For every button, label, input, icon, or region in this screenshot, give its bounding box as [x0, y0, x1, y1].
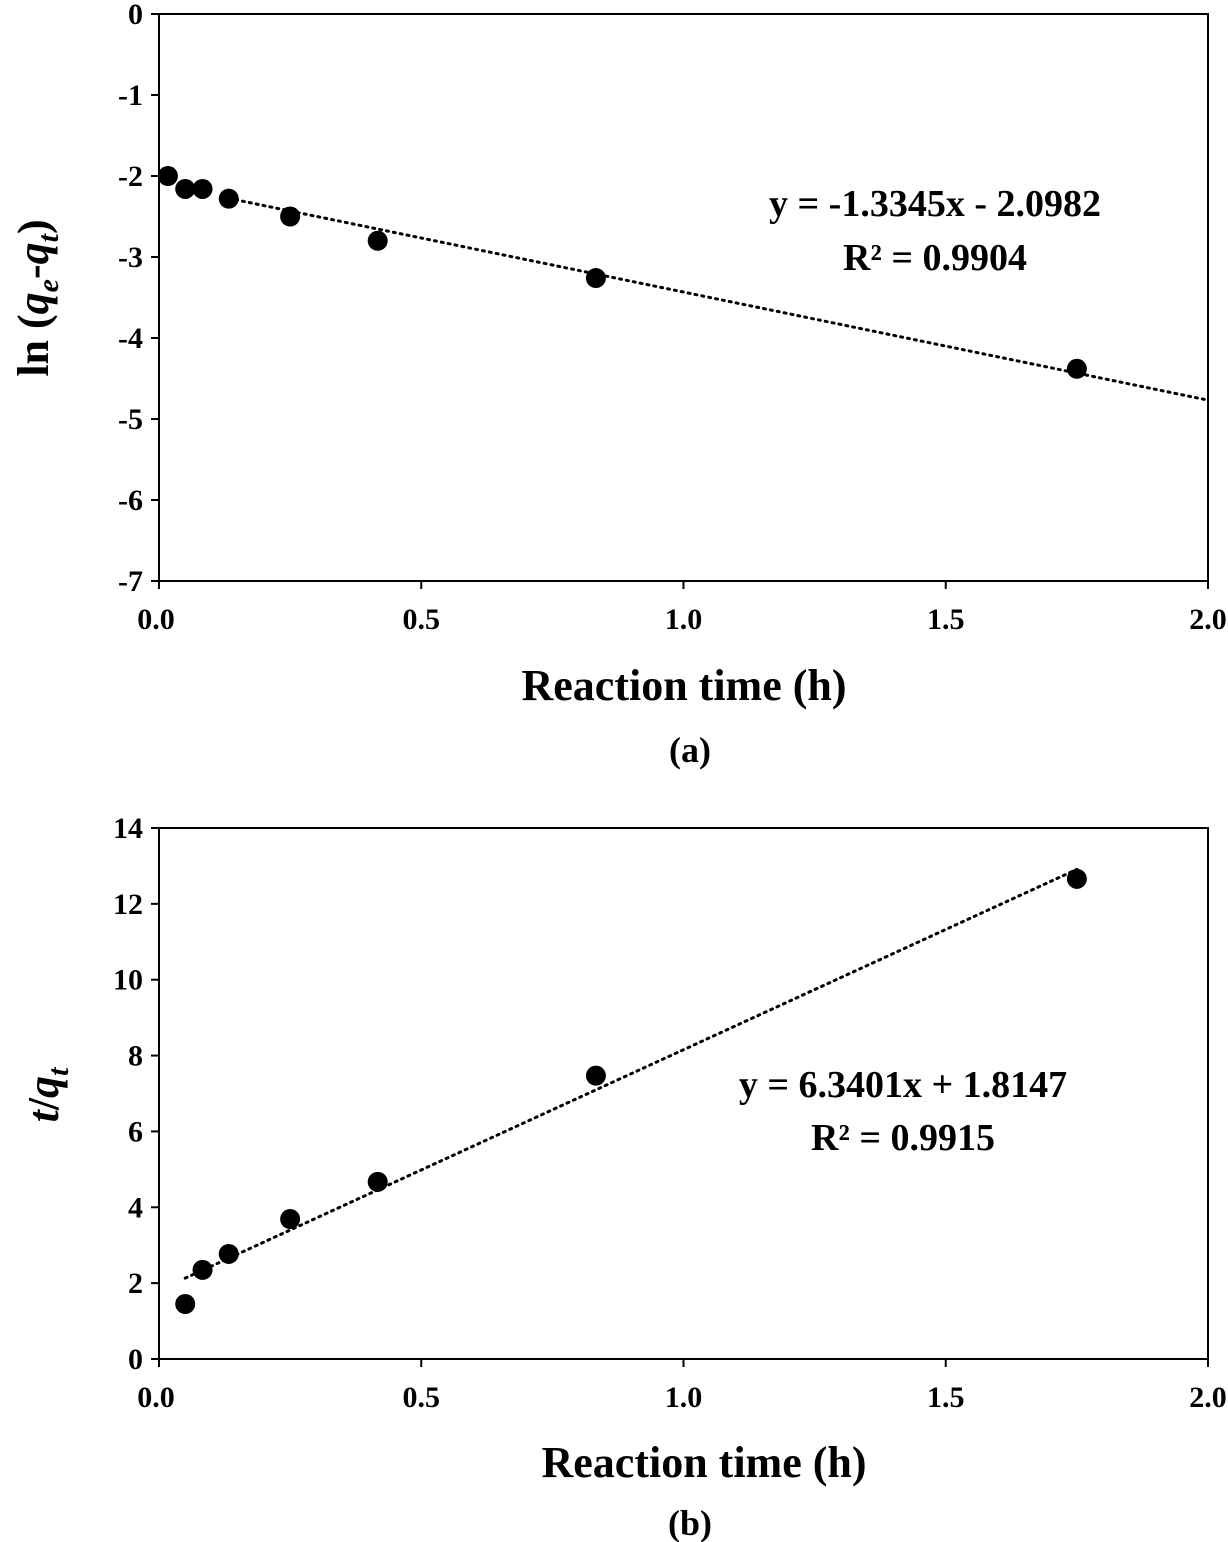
y-tick-label: 6 — [128, 1115, 143, 1148]
x-tick-label: 2.0 — [1189, 1381, 1227, 1414]
data-point — [367, 230, 388, 251]
x-tick-label: 0.5 — [403, 1381, 441, 1414]
y-tick-label: -7 — [118, 565, 143, 598]
trendline-b — [183, 867, 1079, 1280]
plot-frame-a — [158, 13, 1209, 582]
data-point — [367, 1171, 388, 1192]
y-tick-label: -2 — [118, 160, 143, 193]
x-tick-label: 2.0 — [1189, 603, 1227, 636]
y-tick-label: -3 — [118, 241, 143, 274]
x-axis-label-b: Reaction time (h) — [541, 1438, 866, 1487]
y-axis-label-a: ln (qe-qt) — [9, 219, 65, 376]
data-point — [585, 268, 606, 289]
r2-a: R² = 0.9904 — [843, 237, 1027, 279]
data-point — [1066, 868, 1087, 889]
chart-b: Reaction time (h) (b) y = 6.3401x + 1.81… — [19, 812, 1227, 1542]
y-tick-label: 0 — [128, 1343, 143, 1376]
x-tick-label: 1.0 — [665, 603, 703, 636]
y-tick-label: 12 — [113, 888, 143, 921]
y-tick-label: -1 — [118, 79, 143, 112]
data-point — [192, 1259, 213, 1280]
y-tick-label: -4 — [118, 322, 143, 355]
data-point — [280, 206, 301, 227]
x-tick-label: 0.5 — [403, 603, 441, 636]
y-tick-label: 14 — [113, 812, 143, 845]
y-tick-label: -6 — [118, 484, 143, 517]
chart-a: Reaction time (h) (a) y = -1.3345x - 2.0… — [9, 0, 1227, 770]
panel-label-b: (b) — [668, 1503, 712, 1542]
x-tick-label: 1.5 — [927, 603, 965, 636]
y-tick-label: 10 — [113, 964, 143, 997]
trendline-a — [227, 196, 1210, 402]
data-point — [157, 166, 178, 186]
r2-b: R² = 0.9915 — [811, 1117, 995, 1159]
y-tick-label: 8 — [128, 1040, 143, 1073]
x-tick-label: 0.0 — [137, 1381, 175, 1414]
equation-a: y = -1.3345x - 2.0982 — [769, 183, 1101, 225]
data-point — [218, 1243, 239, 1264]
x-tick-label: 1.5 — [927, 1381, 965, 1414]
panel-label-a: (a) — [669, 730, 711, 770]
data-point — [1066, 358, 1087, 379]
data-point — [218, 188, 239, 209]
x-tick-label: 1.0 — [665, 1381, 703, 1414]
x-axis-label-a: Reaction time (h) — [521, 661, 846, 710]
y-tick-label: -5 — [118, 403, 143, 436]
y-tick-label: 0 — [128, 0, 143, 31]
data-point — [175, 178, 196, 199]
data-point — [192, 178, 213, 199]
y-axis-label-b: t/qt — [19, 1066, 75, 1122]
data-point — [585, 1065, 606, 1086]
equation-b: y = 6.3401x + 1.8147 — [739, 1064, 1067, 1106]
x-tick-label: 0.0 — [137, 603, 175, 636]
y-tick-label: 4 — [128, 1191, 143, 1224]
data-point — [280, 1209, 301, 1230]
data-point — [175, 1294, 196, 1315]
y-tick-label: 2 — [128, 1267, 143, 1300]
